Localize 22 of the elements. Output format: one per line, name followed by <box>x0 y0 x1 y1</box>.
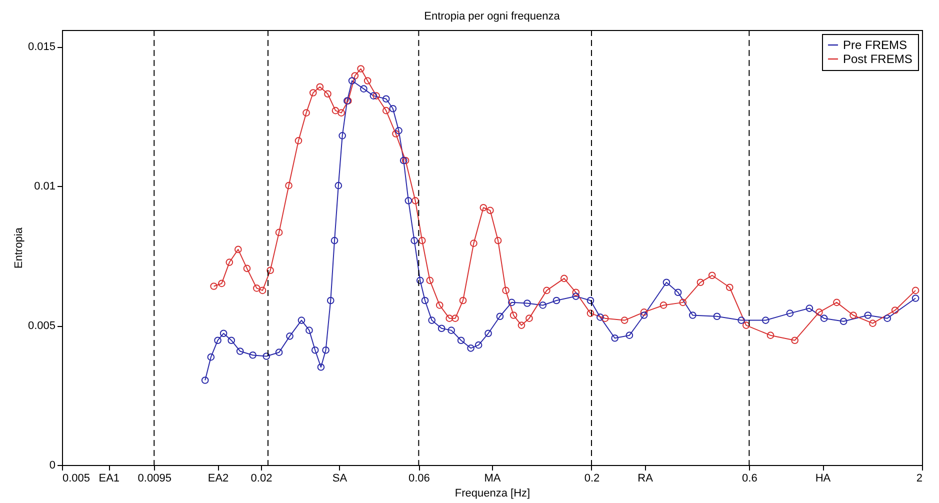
x-tick-label: RA <box>638 472 654 484</box>
x-tick-label: HA <box>815 472 832 484</box>
y-tick-label: 0.005 <box>28 320 56 332</box>
y-axis-title: Entropia <box>12 226 25 268</box>
y-tick-label: 0.01 <box>34 180 56 193</box>
legend-label: Post FREMS <box>843 52 912 66</box>
x-tick-label: 0.0095 <box>138 472 172 484</box>
y-tick-label: 0 <box>49 460 56 472</box>
x-tick-label: EA1 <box>98 472 120 484</box>
x-tick-label: 0.02 <box>250 472 272 484</box>
x-tick-label: 2 <box>916 472 922 484</box>
chart-title: Entropia per ogni frequenza <box>424 10 561 22</box>
x-tick-label: 0.2 <box>584 472 600 484</box>
x-axis-title: Frequenza [Hz] <box>454 488 530 500</box>
x-tick-label: MA <box>484 472 502 484</box>
legend-label: Pre FREMS <box>843 38 908 52</box>
y-tick-label: 0.015 <box>28 41 56 54</box>
x-tick-label: SA <box>332 472 348 484</box>
x-tick-label: 0.6 <box>742 472 758 484</box>
x-tick-label: 0.005 <box>62 472 90 484</box>
x-tick-label: EA2 <box>208 472 229 484</box>
x-tick-label: 0.06 <box>408 472 430 484</box>
